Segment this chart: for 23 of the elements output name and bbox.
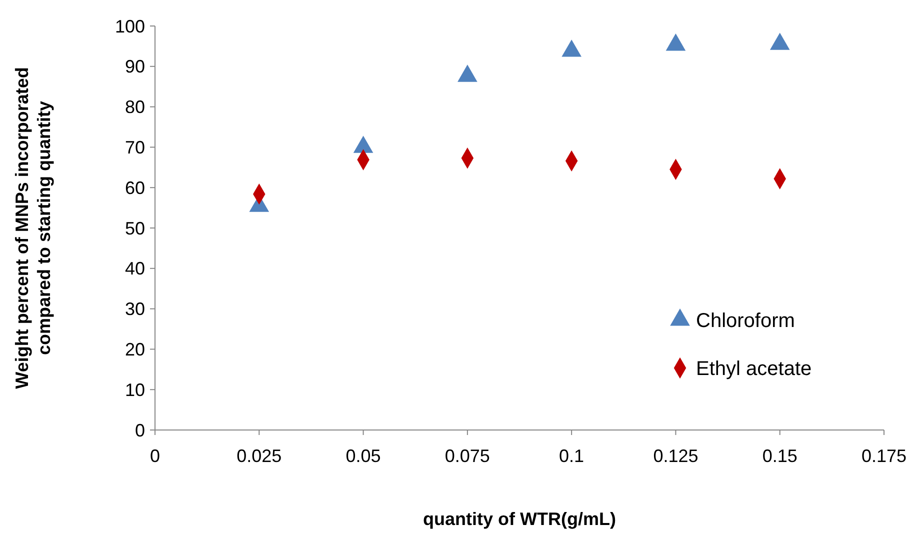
x-tick-label: 0.175 <box>861 446 907 466</box>
y-axis-title: Weight percent of MNPs incorporated compared to starting quantity <box>12 67 54 389</box>
legend-label: Ethyl acetate <box>696 358 812 380</box>
legend-label: Chloroform <box>696 310 795 332</box>
y-tick-label: 30 <box>124 299 145 320</box>
x-tick-label: 0.1 <box>559 446 584 466</box>
x-tick-label: 0.025 <box>236 446 282 466</box>
x-tick-label: 0.125 <box>653 446 698 466</box>
x-tick-label: 0.05 <box>346 446 381 466</box>
y-tick-label: 90 <box>124 56 145 77</box>
y-tick-label: 50 <box>124 218 145 238</box>
x-axis-title: quantity of WTR(g/mL) <box>423 509 616 529</box>
y-tick-label: 60 <box>124 178 145 198</box>
y-tick-label: 20 <box>124 340 145 360</box>
y-tick-label: 10 <box>124 380 145 400</box>
x-tick-label: 0 <box>150 446 160 466</box>
y-tick-label: 0 <box>134 420 145 440</box>
x-tick-label: 0.15 <box>762 446 798 466</box>
y-tick-label: 100 <box>114 16 145 36</box>
y-tick-label: 70 <box>124 138 145 158</box>
y-tick-label: 40 <box>124 258 145 279</box>
x-tick-label: 0.075 <box>444 446 490 466</box>
y-tick-label: 80 <box>124 97 145 118</box>
